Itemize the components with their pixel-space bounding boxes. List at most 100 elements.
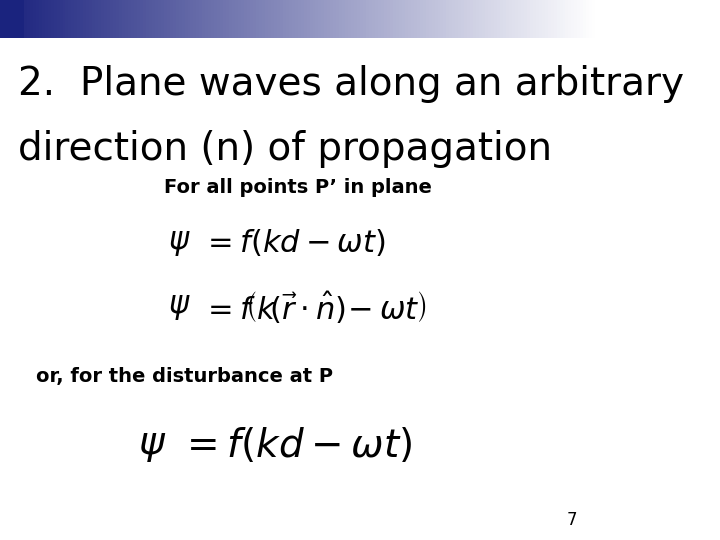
FancyBboxPatch shape bbox=[57, 0, 60, 38]
FancyBboxPatch shape bbox=[539, 0, 541, 38]
FancyBboxPatch shape bbox=[562, 0, 565, 38]
FancyBboxPatch shape bbox=[229, 0, 232, 38]
FancyBboxPatch shape bbox=[259, 0, 262, 38]
FancyBboxPatch shape bbox=[390, 0, 393, 38]
FancyBboxPatch shape bbox=[66, 0, 68, 38]
FancyBboxPatch shape bbox=[515, 0, 518, 38]
FancyBboxPatch shape bbox=[280, 0, 283, 38]
FancyBboxPatch shape bbox=[444, 0, 446, 38]
FancyBboxPatch shape bbox=[354, 0, 357, 38]
FancyBboxPatch shape bbox=[286, 0, 289, 38]
FancyBboxPatch shape bbox=[351, 0, 354, 38]
FancyBboxPatch shape bbox=[110, 0, 113, 38]
Text: 2.  Plane waves along an arbitrary: 2. Plane waves along an arbitrary bbox=[18, 65, 684, 103]
FancyBboxPatch shape bbox=[473, 0, 476, 38]
FancyBboxPatch shape bbox=[533, 0, 536, 38]
FancyBboxPatch shape bbox=[143, 0, 146, 38]
Text: $= f\left(kd - \omega t\right)$: $= f\left(kd - \omega t\right)$ bbox=[179, 426, 412, 465]
FancyBboxPatch shape bbox=[215, 0, 217, 38]
FancyBboxPatch shape bbox=[191, 0, 194, 38]
FancyBboxPatch shape bbox=[220, 0, 223, 38]
Text: $\psi$: $\psi$ bbox=[168, 228, 191, 258]
FancyBboxPatch shape bbox=[321, 0, 325, 38]
FancyBboxPatch shape bbox=[307, 0, 310, 38]
Text: $= f\left(kd - \omega t\right)$: $= f\left(kd - \omega t\right)$ bbox=[202, 227, 386, 259]
FancyBboxPatch shape bbox=[420, 0, 423, 38]
FancyBboxPatch shape bbox=[170, 0, 173, 38]
FancyBboxPatch shape bbox=[32, 0, 36, 38]
FancyBboxPatch shape bbox=[485, 0, 488, 38]
FancyBboxPatch shape bbox=[360, 0, 363, 38]
FancyBboxPatch shape bbox=[184, 0, 187, 38]
FancyBboxPatch shape bbox=[521, 0, 524, 38]
FancyBboxPatch shape bbox=[205, 0, 208, 38]
FancyBboxPatch shape bbox=[122, 0, 125, 38]
FancyBboxPatch shape bbox=[163, 0, 166, 38]
FancyBboxPatch shape bbox=[125, 0, 128, 38]
FancyBboxPatch shape bbox=[462, 0, 464, 38]
FancyBboxPatch shape bbox=[86, 0, 89, 38]
FancyBboxPatch shape bbox=[128, 0, 131, 38]
FancyBboxPatch shape bbox=[161, 0, 163, 38]
FancyBboxPatch shape bbox=[92, 0, 95, 38]
FancyBboxPatch shape bbox=[304, 0, 307, 38]
FancyBboxPatch shape bbox=[102, 0, 104, 38]
FancyBboxPatch shape bbox=[378, 0, 381, 38]
FancyBboxPatch shape bbox=[247, 0, 250, 38]
FancyBboxPatch shape bbox=[232, 0, 235, 38]
FancyBboxPatch shape bbox=[536, 0, 539, 38]
FancyBboxPatch shape bbox=[569, 0, 572, 38]
FancyBboxPatch shape bbox=[328, 0, 330, 38]
FancyBboxPatch shape bbox=[202, 0, 205, 38]
FancyBboxPatch shape bbox=[89, 0, 92, 38]
FancyBboxPatch shape bbox=[476, 0, 480, 38]
FancyBboxPatch shape bbox=[357, 0, 360, 38]
FancyBboxPatch shape bbox=[244, 0, 247, 38]
FancyBboxPatch shape bbox=[325, 0, 328, 38]
FancyBboxPatch shape bbox=[509, 0, 512, 38]
FancyBboxPatch shape bbox=[330, 0, 333, 38]
FancyBboxPatch shape bbox=[363, 0, 366, 38]
FancyBboxPatch shape bbox=[119, 0, 122, 38]
FancyBboxPatch shape bbox=[294, 0, 297, 38]
FancyBboxPatch shape bbox=[348, 0, 351, 38]
FancyBboxPatch shape bbox=[583, 0, 586, 38]
FancyBboxPatch shape bbox=[140, 0, 143, 38]
FancyBboxPatch shape bbox=[577, 0, 580, 38]
FancyBboxPatch shape bbox=[399, 0, 402, 38]
FancyBboxPatch shape bbox=[27, 0, 30, 38]
FancyBboxPatch shape bbox=[199, 0, 202, 38]
FancyBboxPatch shape bbox=[63, 0, 66, 38]
FancyBboxPatch shape bbox=[491, 0, 494, 38]
FancyBboxPatch shape bbox=[134, 0, 137, 38]
FancyBboxPatch shape bbox=[438, 0, 441, 38]
FancyBboxPatch shape bbox=[18, 0, 21, 38]
FancyBboxPatch shape bbox=[384, 0, 387, 38]
FancyBboxPatch shape bbox=[381, 0, 384, 38]
FancyBboxPatch shape bbox=[217, 0, 220, 38]
FancyBboxPatch shape bbox=[572, 0, 575, 38]
FancyBboxPatch shape bbox=[12, 0, 15, 38]
FancyBboxPatch shape bbox=[50, 0, 53, 38]
FancyBboxPatch shape bbox=[414, 0, 417, 38]
FancyBboxPatch shape bbox=[506, 0, 509, 38]
FancyBboxPatch shape bbox=[428, 0, 431, 38]
FancyBboxPatch shape bbox=[6, 0, 9, 38]
FancyBboxPatch shape bbox=[333, 0, 336, 38]
FancyBboxPatch shape bbox=[446, 0, 449, 38]
FancyBboxPatch shape bbox=[276, 0, 280, 38]
FancyBboxPatch shape bbox=[256, 0, 259, 38]
Text: $\psi$: $\psi$ bbox=[138, 427, 166, 464]
FancyBboxPatch shape bbox=[137, 0, 140, 38]
FancyBboxPatch shape bbox=[211, 0, 215, 38]
FancyBboxPatch shape bbox=[554, 0, 557, 38]
FancyBboxPatch shape bbox=[417, 0, 420, 38]
FancyBboxPatch shape bbox=[238, 0, 241, 38]
FancyBboxPatch shape bbox=[113, 0, 116, 38]
FancyBboxPatch shape bbox=[181, 0, 184, 38]
FancyBboxPatch shape bbox=[372, 0, 375, 38]
FancyBboxPatch shape bbox=[396, 0, 399, 38]
Text: For all points P’ in plane: For all points P’ in plane bbox=[163, 178, 431, 197]
FancyBboxPatch shape bbox=[464, 0, 467, 38]
FancyBboxPatch shape bbox=[449, 0, 452, 38]
